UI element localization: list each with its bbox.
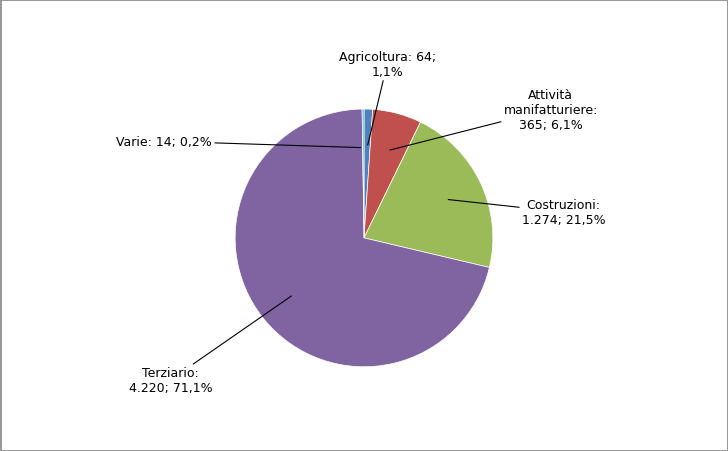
Text: Attività
manifatturiere:
365; 6,1%: Attività manifatturiere: 365; 6,1% bbox=[390, 88, 598, 151]
Text: Costruzioni:
1.274; 21,5%: Costruzioni: 1.274; 21,5% bbox=[448, 199, 606, 226]
Wedge shape bbox=[364, 110, 421, 239]
Text: Varie: 14; 0,2%: Varie: 14; 0,2% bbox=[116, 135, 360, 148]
Text: Terziario:
4.220; 71,1%: Terziario: 4.220; 71,1% bbox=[129, 296, 291, 394]
Wedge shape bbox=[364, 123, 493, 268]
Wedge shape bbox=[364, 110, 373, 239]
Wedge shape bbox=[362, 110, 364, 239]
Wedge shape bbox=[235, 110, 489, 367]
Text: Agricoltura: 64;
1,1%: Agricoltura: 64; 1,1% bbox=[339, 51, 436, 146]
